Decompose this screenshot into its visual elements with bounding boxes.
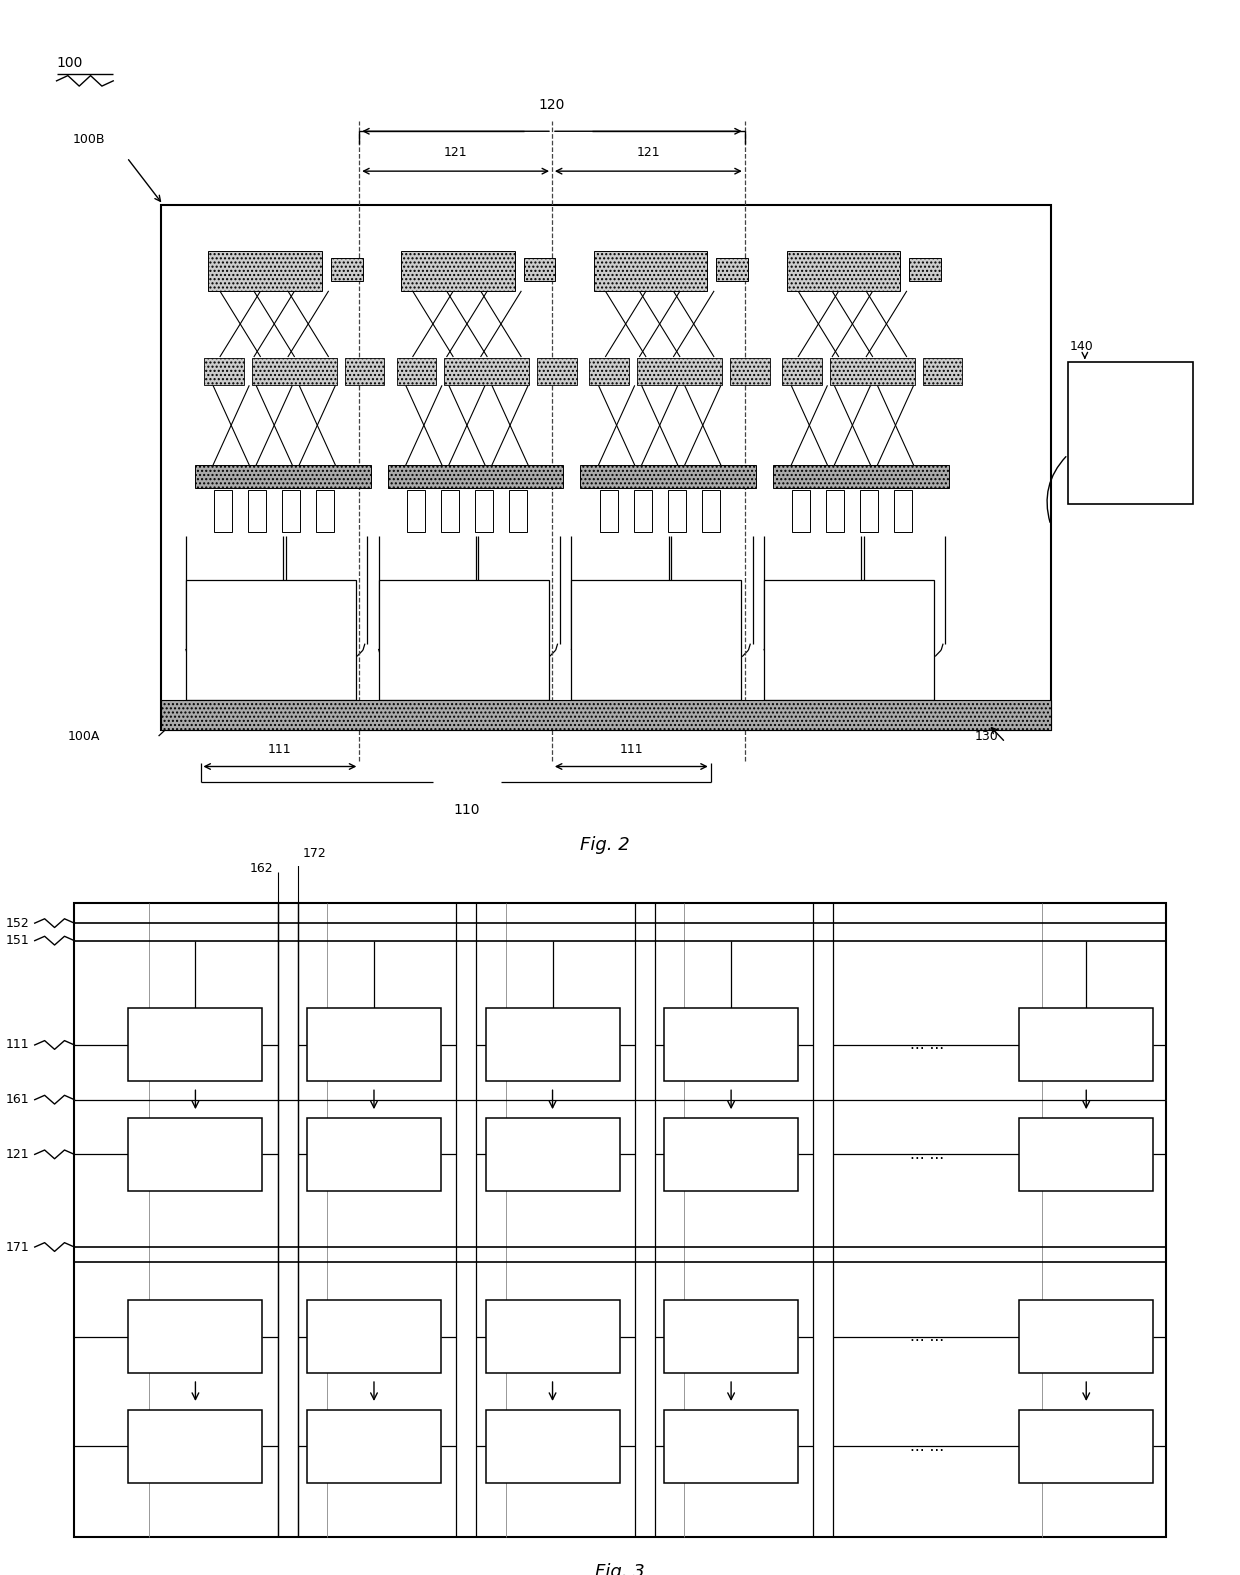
Bar [308, 1301, 441, 1373]
Bar [486, 1410, 620, 1482]
Bar [208, 250, 322, 291]
Bar [161, 701, 1050, 729]
Bar [1019, 1301, 1153, 1373]
Bar [764, 580, 934, 701]
Bar [129, 1118, 263, 1191]
Bar [248, 490, 267, 532]
Text: 121: 121 [6, 1148, 30, 1161]
Bar [523, 258, 556, 282]
Bar [665, 1301, 799, 1373]
Bar [378, 580, 548, 701]
Text: 172: 172 [303, 847, 326, 860]
Bar [773, 465, 949, 488]
Bar [589, 358, 629, 386]
Bar [1019, 1008, 1153, 1082]
Bar [486, 1118, 620, 1191]
Bar [129, 1301, 263, 1373]
Bar [331, 258, 362, 282]
Text: 111: 111 [620, 743, 644, 756]
Text: 111: 111 [6, 1038, 30, 1052]
Bar [894, 490, 913, 532]
Bar [486, 1008, 620, 1082]
Bar [475, 490, 494, 532]
Bar [634, 490, 652, 532]
Bar [388, 465, 563, 488]
Text: 121: 121 [636, 145, 660, 159]
Bar [444, 358, 529, 386]
Bar [665, 1410, 799, 1482]
Text: 111: 111 [268, 743, 291, 756]
Bar [792, 490, 811, 532]
Bar [195, 465, 371, 488]
Bar [861, 490, 878, 532]
Bar [600, 490, 618, 532]
Bar [786, 250, 900, 291]
Text: 120: 120 [539, 98, 565, 112]
Text: 130: 130 [975, 729, 998, 742]
Bar [909, 258, 941, 282]
Bar [345, 358, 384, 386]
Text: 100: 100 [57, 57, 83, 71]
Bar [572, 580, 742, 701]
Bar [316, 490, 335, 532]
Bar [665, 1008, 799, 1082]
Text: 100A: 100A [68, 729, 100, 742]
Bar [1019, 1410, 1153, 1482]
Bar [730, 358, 770, 386]
Text: 140: 140 [1070, 340, 1094, 353]
Bar [702, 490, 719, 532]
Text: ... ...: ... ... [910, 1438, 945, 1454]
Text: Fig. 2: Fig. 2 [580, 836, 630, 855]
Bar [407, 490, 425, 532]
Text: 121: 121 [444, 145, 467, 159]
Bar [580, 465, 756, 488]
Bar [637, 358, 722, 386]
Bar [397, 358, 436, 386]
Bar [826, 490, 844, 532]
Bar [594, 250, 707, 291]
Bar [215, 490, 232, 532]
Bar [161, 205, 1050, 729]
Text: 162: 162 [249, 862, 273, 876]
Bar [923, 358, 962, 386]
Text: 100B: 100B [72, 134, 105, 146]
Bar [283, 490, 300, 532]
Bar [308, 1118, 441, 1191]
Bar [186, 580, 356, 701]
Bar [667, 490, 686, 532]
Bar [203, 358, 243, 386]
Text: ... ...: ... ... [910, 1038, 945, 1052]
Bar [537, 358, 577, 386]
Bar [402, 250, 515, 291]
Text: 110: 110 [454, 803, 480, 817]
Bar [665, 1118, 799, 1191]
Bar [1068, 362, 1193, 504]
Text: 171: 171 [6, 1241, 30, 1254]
Bar [441, 490, 459, 532]
Text: Fig. 3: Fig. 3 [595, 1564, 645, 1575]
Bar [129, 1008, 263, 1082]
Bar [252, 358, 336, 386]
Bar [830, 358, 915, 386]
Bar [717, 258, 748, 282]
Text: 151: 151 [6, 934, 30, 947]
Text: ... ...: ... ... [910, 1147, 945, 1162]
Bar [508, 490, 527, 532]
Bar [782, 358, 822, 386]
Bar [129, 1410, 263, 1482]
Bar [486, 1301, 620, 1373]
Text: 161: 161 [6, 1093, 30, 1106]
Bar [308, 1410, 441, 1482]
Bar [308, 1008, 441, 1082]
Text: 152: 152 [6, 917, 30, 929]
Text: ... ...: ... ... [910, 1329, 945, 1343]
Bar [1019, 1118, 1153, 1191]
